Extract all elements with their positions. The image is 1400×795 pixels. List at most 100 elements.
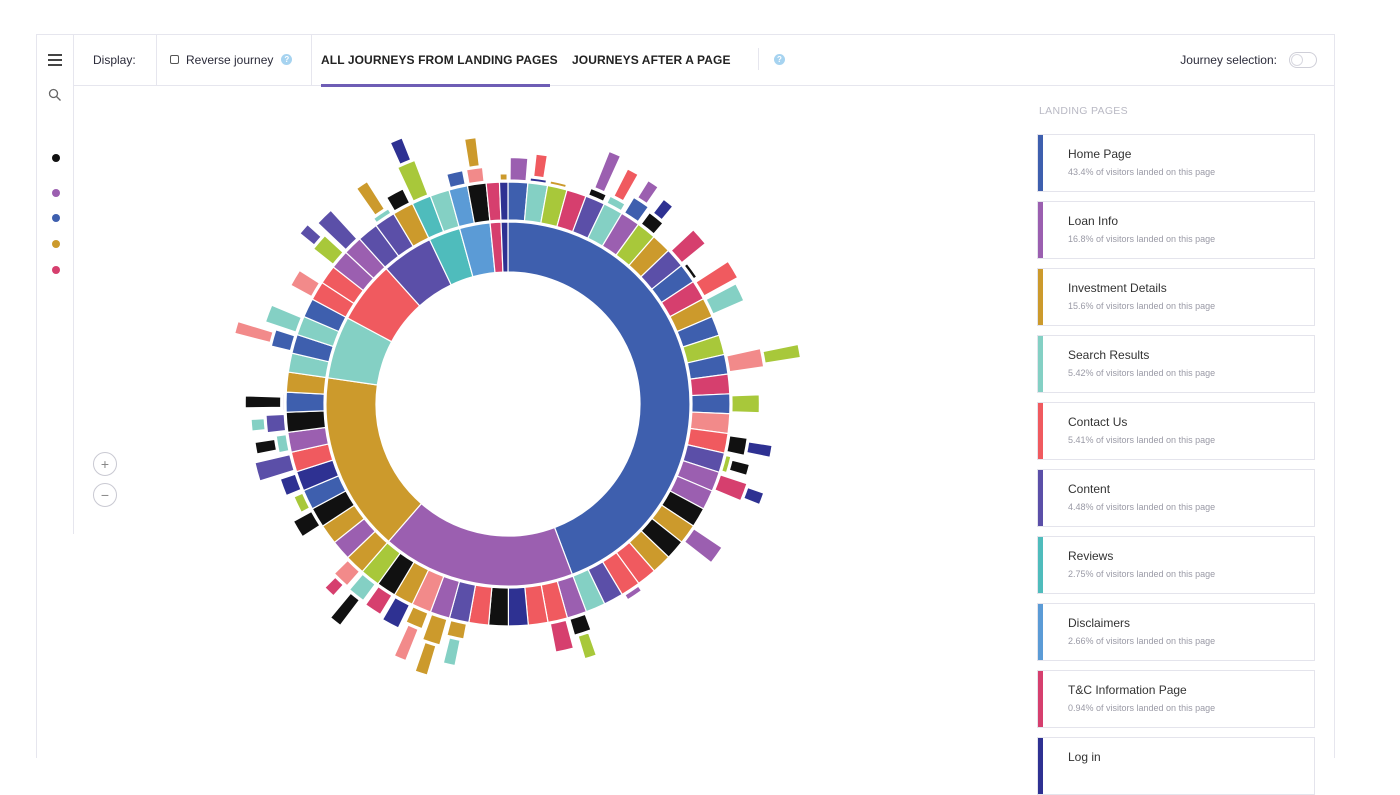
sunburst-outer-segment[interactable] (606, 195, 626, 212)
sunburst-outer-segment[interactable] (569, 613, 592, 636)
sunburst-outer-segment[interactable] (355, 180, 386, 216)
sunburst-outer-segment[interactable] (329, 592, 361, 627)
sunburst-outer-segment[interactable] (587, 187, 608, 203)
sunburst-outer-segment[interactable] (393, 624, 419, 662)
sunburst-outer-segment[interactable] (465, 166, 485, 185)
sunburst-outer-segment[interactable] (312, 234, 344, 266)
sunburst-outer-segment[interactable] (385, 188, 411, 212)
sunburst-outer-segment[interactable] (316, 209, 358, 251)
zoom-out-button[interactable]: − (93, 483, 117, 507)
sunburst-outer-segment[interactable] (742, 486, 765, 506)
sunburst-outer-segment[interactable] (396, 159, 429, 202)
legend-dot-purple[interactable] (52, 189, 60, 197)
sunburst-outer-segment[interactable] (290, 269, 321, 298)
sunburst-outer-segment[interactable] (421, 613, 448, 646)
sunburst-outer-segment[interactable] (762, 343, 802, 364)
sunburst-outer-segment[interactable] (529, 177, 548, 184)
sunburst-outer-segment[interactable] (549, 180, 568, 189)
reverse-journey-checkbox[interactable]: Reverse journey ? (170, 34, 293, 85)
sunburst-outer-segment[interactable] (746, 441, 773, 459)
sunburst-outer-segment[interactable] (299, 223, 322, 246)
sunburst-outer-segment[interactable] (683, 527, 723, 564)
sunburst-outer-segment[interactable] (275, 433, 290, 454)
sunburst-outer-segment[interactable] (333, 559, 361, 587)
sunburst-outer-segment[interactable] (292, 510, 321, 538)
sunburst-outer-segment[interactable] (624, 585, 643, 601)
sunburst-segment-9[interactable] (500, 221, 509, 273)
sunburst-chart[interactable] (0, 0, 1000, 758)
sunburst-outer-segment[interactable] (549, 619, 575, 653)
sunburst-outer-segment[interactable] (463, 136, 480, 168)
menu-icon[interactable] (48, 54, 62, 69)
legend-dot-gold[interactable] (52, 240, 60, 248)
sunburst-outer-segment[interactable] (705, 283, 745, 315)
sunburst-outer-segment[interactable] (728, 459, 751, 477)
sunburst-outer-segment[interactable] (282, 393, 285, 411)
zoom-in-button[interactable]: + (93, 452, 117, 476)
help-icon[interactable]: ? (281, 54, 293, 65)
sunburst-outer-segment[interactable] (613, 168, 639, 202)
landing-page-card[interactable]: Search Results 5.42% of visitors landed o… (1037, 335, 1315, 393)
legend-dot-black[interactable] (52, 154, 60, 162)
sunburst-outer-segment[interactable] (652, 198, 674, 221)
sunburst-outer-segment[interactable] (293, 492, 311, 514)
sunburst-outer-segment[interactable] (720, 454, 732, 474)
sunburst-outer-segment[interactable] (244, 395, 282, 409)
help-icon[interactable]: ? (774, 54, 785, 65)
tabs-help[interactable]: ? (766, 34, 785, 85)
sunburst-outer-segment[interactable] (636, 179, 659, 205)
search-icon[interactable] (48, 88, 62, 107)
sunburst-outer-segment[interactable] (532, 153, 549, 179)
sunburst-outer-segment[interactable] (577, 632, 598, 660)
sunburst-outer-segment[interactable] (405, 606, 429, 630)
sunburst-outer-segment[interactable] (372, 208, 392, 224)
tab-journeys-after-page[interactable]: JOURNEYS AFTER A PAGE (572, 52, 731, 67)
landing-page-card[interactable]: Loan Info 16.8% of visitors landed on thi… (1037, 201, 1315, 259)
sunburst-outer-segment[interactable] (389, 137, 412, 166)
sunburst-outer-segment[interactable] (270, 329, 296, 352)
sunburst-segment-0[interactable] (507, 221, 691, 576)
landing-page-card[interactable]: Reviews 2.75% of visitors landed on this … (1037, 536, 1315, 594)
sunburst-outer-segment[interactable] (364, 585, 393, 616)
checkbox-icon[interactable] (170, 55, 179, 64)
sunburst-outer-segment[interactable] (446, 619, 468, 640)
sunburst-child-segment[interactable] (691, 393, 731, 415)
sunburst-outer-segment[interactable] (348, 573, 376, 602)
legend-dot-pink[interactable] (52, 266, 60, 274)
landing-page-card[interactable]: Log in (1037, 737, 1315, 795)
sunburst-outer-segment[interactable] (499, 173, 508, 181)
legend-dot-blue[interactable] (52, 214, 60, 222)
tab-all-journeys[interactable]: ALL JOURNEYS FROM LANDING PAGES (321, 52, 558, 67)
sunburst-outer-segment[interactable] (264, 304, 303, 333)
sunburst-outer-segment[interactable] (695, 260, 739, 297)
sunburst-outer-segment[interactable] (714, 474, 748, 502)
landing-page-card[interactable]: Disclaimers 2.66% of visitors landed on t… (1037, 603, 1315, 661)
sunburst-outer-segment[interactable] (683, 262, 698, 280)
landing-page-card[interactable]: T&C Information Page 0.94% of visitors la… (1037, 670, 1315, 728)
sunburst-outer-segment[interactable] (414, 641, 437, 676)
sunburst-outer-segment[interactable] (233, 320, 274, 344)
sunburst-outer-segment[interactable] (623, 196, 650, 223)
sunburst-outer-segment[interactable] (446, 169, 466, 189)
journey-selection-toggle[interactable] (1289, 51, 1317, 68)
sunburst-outer-segment[interactable] (670, 228, 707, 264)
sunburst-outer-segment[interactable] (324, 576, 345, 597)
sunburst-outer-segment[interactable] (250, 418, 266, 432)
landing-page-card[interactable]: Investment Details 15.6% of visitors land… (1037, 268, 1315, 326)
sunburst-outer-segment[interactable] (265, 413, 287, 434)
sunburst-outer-segment[interactable] (593, 150, 622, 193)
sunburst-child-segment[interactable] (285, 391, 325, 413)
sunburst-child-segment[interactable] (498, 181, 509, 221)
landing-page-card[interactable]: Content 4.48% of visitors landed on this … (1037, 469, 1315, 527)
sunburst-outer-segment[interactable] (509, 156, 529, 182)
sunburst-outer-segment[interactable] (254, 453, 295, 482)
landing-page-card[interactable]: Home Page 43.4% of visitors landed on thi… (1037, 134, 1315, 192)
sunburst-outer-segment[interactable] (254, 438, 278, 455)
sunburst-outer-segment[interactable] (279, 473, 302, 497)
sunburst-outer-segment[interactable] (442, 637, 461, 667)
sunburst-outer-segment[interactable] (729, 374, 734, 393)
landing-page-card[interactable]: Contact Us 5.41% of visitors landed on th… (1037, 402, 1315, 460)
sunburst-outer-segment[interactable] (381, 596, 411, 629)
sunburst-outer-segment[interactable] (640, 211, 664, 235)
sunburst-child-segment[interactable] (507, 586, 529, 627)
